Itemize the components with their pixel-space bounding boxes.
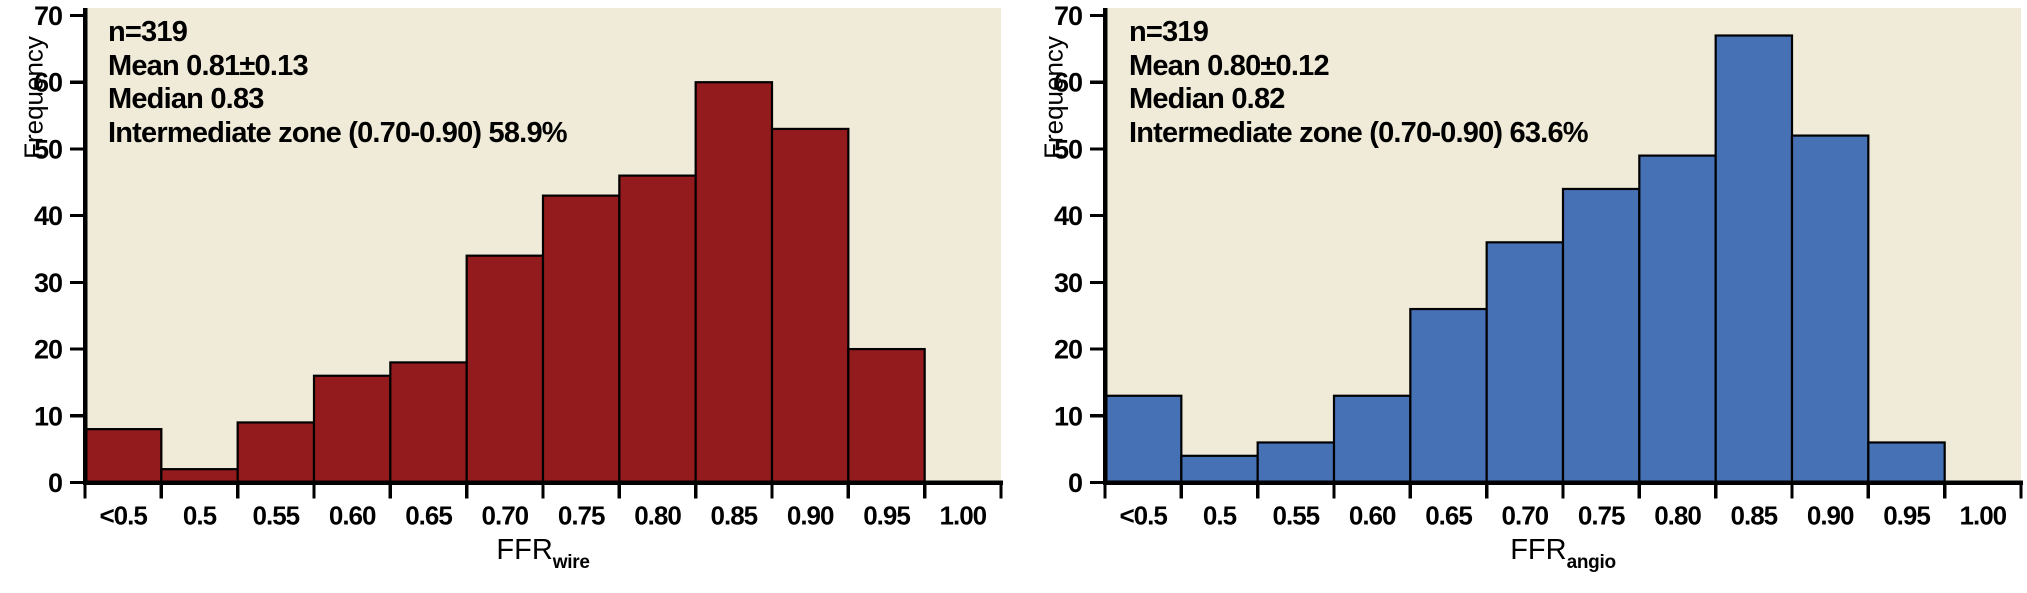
x-tick-label: 0.65: [1425, 501, 1472, 531]
x-tick-label: 0.65: [405, 501, 452, 531]
x-tick-label: <0.5: [100, 501, 148, 531]
stat-median: Median 0.82: [1129, 83, 1285, 115]
histogram-bar: [770, 127, 850, 484]
histogram-panel-ffr-angio: 0 10 20 30 40 50 60 70 <0.5 0.5 0.55 0.60 0.65 0.70 0.…: [1013, 0, 2027, 593]
y-tick-label: 70: [1054, 1, 1082, 31]
x-axis-title-sub: angio: [1566, 552, 1616, 573]
x-tick-label: 0.5: [183, 501, 217, 531]
y-tick-label: 30: [34, 268, 62, 298]
histogram-bar: [1180, 454, 1259, 484]
x-tick-label: 1.00: [940, 501, 987, 531]
histogram-bar: [1485, 241, 1565, 484]
histogram-bar: [1638, 154, 1717, 484]
stat-n: n=319: [108, 16, 188, 48]
y-tick-label: 30: [1054, 268, 1082, 298]
histogram-bar: [236, 421, 316, 484]
y-tick-label: 40: [1054, 201, 1082, 231]
x-tick-label: 0.55: [253, 501, 300, 531]
histogram-plot-ffr-wire: 0 10 20 30 40 50 60 70 <0.5 0.5 0.55 0.60 0.65 0.70 0.…: [34, 1, 1003, 531]
histogram-bar: [1714, 34, 1794, 484]
histogram-bar: [83, 428, 163, 484]
y-axis-title: Frequency: [1038, 36, 1069, 159]
histogram-bar: [1256, 441, 1336, 484]
stat-mean: Mean 0.81±0.13: [108, 49, 309, 82]
x-tick-label: 0.80: [634, 501, 681, 531]
histogram-bar: [847, 347, 926, 484]
x-tick-label: 0.5: [1203, 501, 1237, 531]
histogram-bar: [694, 81, 774, 484]
stats-annotation: n=319 Mean 0.81±0.13 Median 0.83 Interme…: [108, 16, 568, 150]
histogram-plot-ffr-angio: 0 10 20 30 40 50 60 70 <0.5 0.5 0.55 0.60 0.65 0.70 0.…: [1054, 1, 2023, 531]
y-axis-title: Frequency: [18, 36, 49, 159]
x-tick-label: 0.75: [1578, 501, 1625, 531]
x-tick-label: 0.85: [1731, 501, 1778, 531]
stats-annotation: n=319 Mean 0.80±0.12 Median 0.82 Interme…: [1129, 16, 1589, 150]
stat-intermediate-zone: Intermediate zone (0.70-0.90) 58.9%: [108, 116, 568, 149]
histogram-bar: [1867, 441, 1946, 484]
histogram-bar: [1332, 394, 1412, 484]
y-tick-label: 70: [34, 1, 62, 31]
x-axis-title-base: FFR: [496, 534, 553, 566]
histogram-bar: [541, 194, 621, 484]
stat-n: n=319: [1129, 16, 1209, 48]
histogram-bar: [312, 374, 392, 484]
y-tick-label: 10: [34, 401, 62, 431]
x-tick-label: 1.00: [1960, 501, 2007, 531]
y-tick-label: 10: [1054, 401, 1082, 431]
y-tick-label: 50: [34, 134, 62, 164]
y-tick-label: 20: [1054, 335, 1082, 365]
histogram-bar: [465, 254, 545, 484]
x-tick-label: 0.80: [1654, 501, 1701, 531]
x-tick-label: 0.90: [1807, 501, 1854, 531]
x-tick-label: 0.90: [787, 501, 834, 531]
y-tick-label: 60: [34, 68, 62, 98]
x-tick-label: 0.95: [863, 501, 910, 531]
y-tick-label: 40: [34, 201, 62, 231]
y-tick-label: 20: [34, 335, 62, 365]
histogram-bar: [1561, 187, 1641, 484]
stat-mean: Mean 0.80±0.12: [1129, 49, 1330, 82]
stat-median: Median 0.83: [108, 83, 264, 115]
x-tick-label: 0.60: [1349, 501, 1396, 531]
x-tick-label: 0.60: [329, 501, 376, 531]
x-axis-title-sub: wire: [552, 552, 590, 573]
y-tick-label: 0: [1068, 468, 1082, 498]
histogram-bar: [1103, 394, 1183, 484]
y-tick-label: 0: [48, 468, 62, 498]
x-axis-title: FFRwire: [443, 534, 643, 573]
x-axis-title: FFRangio: [1463, 534, 1663, 573]
x-axis-title-base: FFR: [1510, 534, 1567, 566]
x-tick-label: 0.95: [1883, 501, 1930, 531]
x-tick-label: 0.75: [558, 501, 605, 531]
histogram-panel-ffr-wire: 0 10 20 30 40 50 60 70 <0.5 0.5 0.55 0.60 0.65 0.70 0.…: [0, 0, 1013, 593]
histogram-bar: [389, 361, 468, 484]
histogram-bar: [618, 174, 697, 484]
y-tick-label: 60: [1054, 68, 1082, 98]
y-tick-label: 50: [1054, 134, 1082, 164]
x-tick-label: <0.5: [1120, 501, 1168, 531]
x-tick-label: 0.70: [482, 501, 529, 531]
histogram-bar: [1790, 134, 1870, 484]
x-tick-label: 0.85: [711, 501, 758, 531]
x-tick-label: 0.55: [1273, 501, 1320, 531]
x-tick-label: 0.70: [1502, 501, 1549, 531]
stat-intermediate-zone: Intermediate zone (0.70-0.90) 63.6%: [1129, 116, 1589, 149]
histogram-bar: [1409, 307, 1488, 484]
